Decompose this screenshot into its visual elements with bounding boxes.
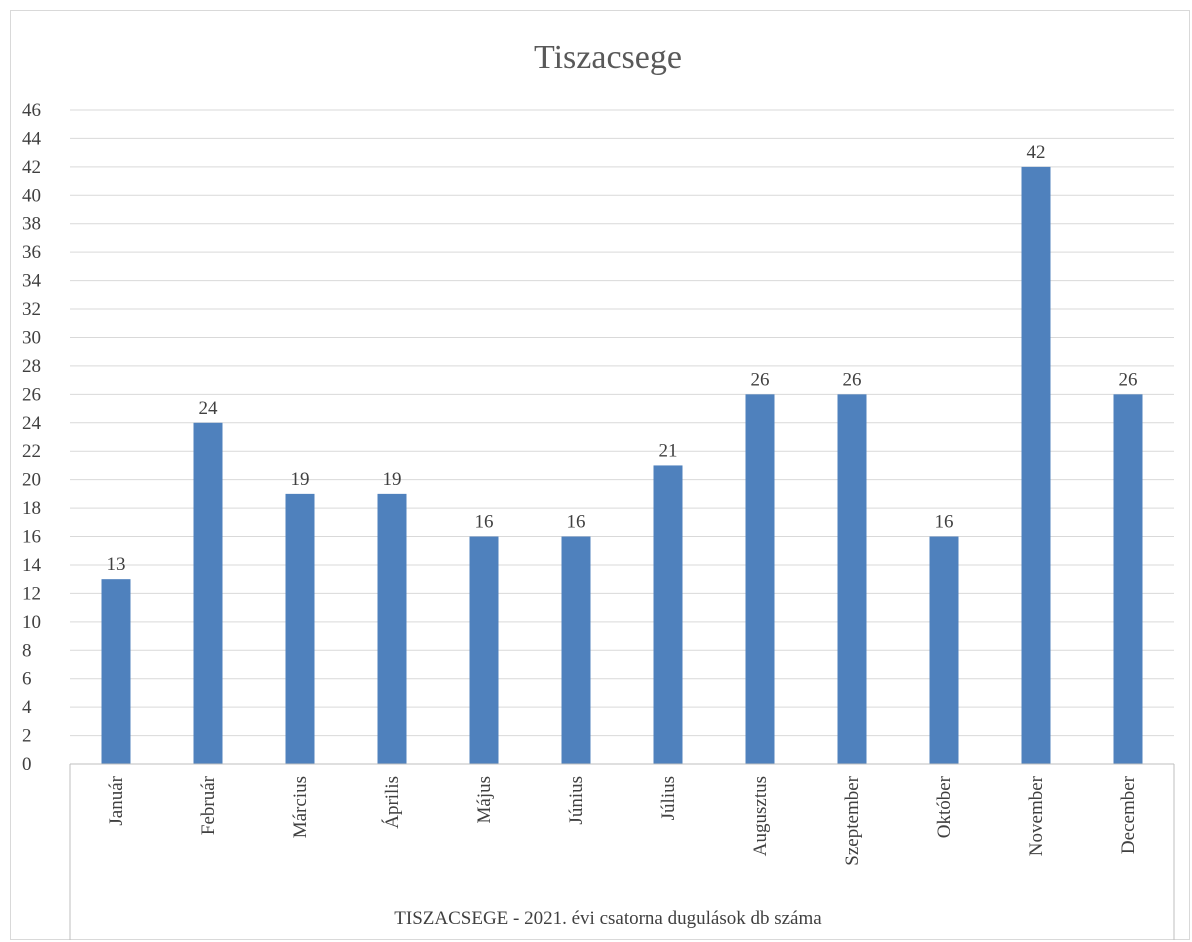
y-tick-label: 20 (22, 470, 41, 491)
bar (193, 422, 223, 764)
bar (929, 536, 959, 764)
bar (1113, 394, 1143, 764)
data-label: 19 (383, 469, 402, 490)
data-label: 16 (935, 512, 954, 533)
data-label: 26 (1119, 369, 1138, 390)
x-tick-label: Május (474, 776, 495, 824)
bar (561, 536, 591, 764)
bar (837, 394, 867, 764)
x-tick-label: Július (658, 776, 679, 820)
gridlines (70, 109, 1174, 737)
y-tick-label: 36 (22, 242, 41, 263)
x-tick-label: Augusztus (750, 776, 771, 856)
data-label: 26 (751, 369, 770, 390)
y-tick-label: 4 (22, 697, 32, 718)
bar (745, 394, 775, 764)
data-label: 42 (1027, 142, 1046, 163)
y-tick-label: 24 (22, 413, 42, 434)
y-tick-label: 18 (22, 498, 41, 519)
y-tick-label: 42 (22, 157, 41, 178)
y-tick-label: 10 (22, 612, 41, 633)
x-tick-label: Március (290, 776, 311, 838)
y-tick-label: 6 (22, 669, 32, 690)
x-tick-label: November (1026, 775, 1047, 856)
x-axis-categories: Január Február Március Április Május Június Jú… (106, 775, 1139, 865)
y-tick-label: 34 (22, 271, 42, 292)
y-tick-label: 2 (22, 726, 32, 747)
bar (653, 465, 683, 764)
data-label: 21 (659, 440, 678, 461)
data-label: 24 (199, 398, 219, 419)
y-tick-label: 16 (22, 527, 41, 548)
x-tick-label: Február (198, 775, 219, 835)
data-label: 13 (107, 554, 126, 575)
x-tick-label: Április (381, 776, 403, 829)
y-tick-label: 30 (22, 327, 41, 348)
y-tick-label: 44 (22, 128, 42, 149)
y-tick-label: 12 (22, 583, 41, 604)
y-tick-label: 14 (22, 555, 42, 576)
x-tick-label: Január (106, 775, 127, 825)
y-tick-label: 38 (22, 214, 41, 235)
bar (285, 493, 315, 764)
y-tick-label: 8 (22, 640, 32, 661)
data-label: 19 (291, 469, 310, 490)
x-tick-label: Június (566, 776, 587, 825)
y-tick-label: 0 (22, 754, 32, 775)
x-axis-title: TISZACSEGE - 2021. évi csatorna duguláso… (394, 908, 822, 929)
bar (377, 493, 407, 764)
y-tick-label: 32 (22, 299, 41, 320)
bars (101, 166, 1143, 764)
data-label: 16 (475, 512, 494, 533)
data-label: 26 (843, 369, 862, 390)
y-tick-label: 28 (22, 356, 41, 377)
bar (469, 536, 499, 764)
data-labels: 13 24 19 19 16 16 21 26 26 16 42 26 (107, 142, 1138, 575)
chart-title: Tiszacsege (534, 39, 682, 76)
bar (101, 579, 131, 764)
bar (1021, 166, 1051, 764)
x-tick-label: December (1118, 775, 1139, 854)
x-tick-label: Szeptember (842, 775, 863, 865)
y-axis-ticks: 0246810121416182022242628303234363840424… (22, 100, 42, 775)
y-tick-label: 22 (22, 441, 41, 462)
x-tick-label: Október (934, 775, 955, 838)
data-label: 16 (567, 512, 586, 533)
y-tick-label: 26 (22, 384, 41, 405)
y-tick-label: 46 (22, 100, 41, 121)
y-tick-label: 40 (22, 185, 41, 206)
